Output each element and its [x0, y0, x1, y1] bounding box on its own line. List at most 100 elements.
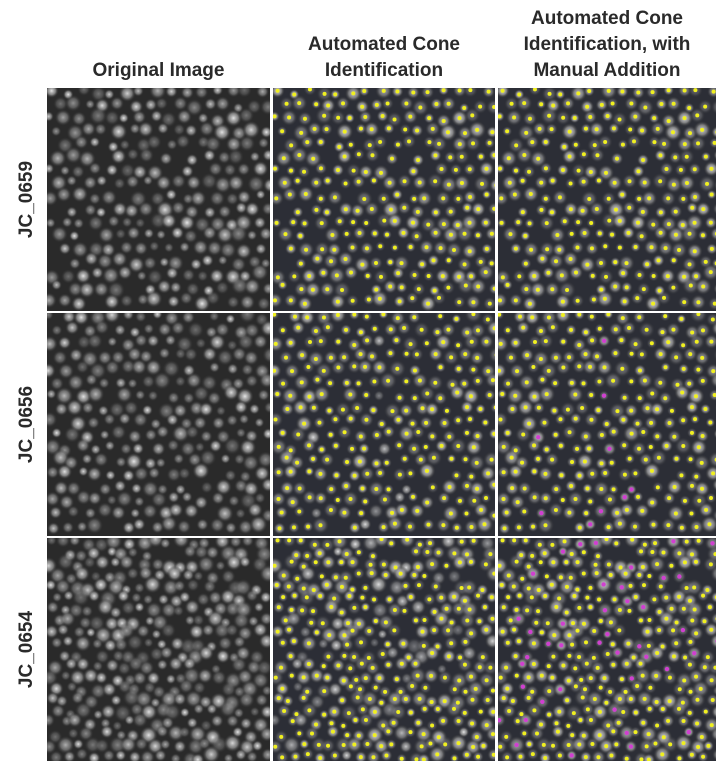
auto-marker — [437, 296, 441, 300]
auto-marker — [619, 338, 623, 342]
auto-marker — [281, 283, 285, 287]
auto-marker — [560, 273, 564, 277]
auto-marker — [415, 352, 419, 356]
auto-marker — [506, 382, 510, 386]
cone — [149, 241, 160, 252]
auto-marker — [516, 500, 520, 504]
cone — [291, 658, 303, 670]
cone — [240, 295, 255, 310]
auto-marker — [559, 444, 563, 448]
auto-marker — [520, 577, 524, 581]
cone — [53, 350, 68, 365]
auto-marker — [545, 574, 549, 578]
auto-marker — [651, 302, 655, 306]
auto-marker — [460, 181, 464, 185]
auto-marker — [513, 192, 517, 196]
auto-marker — [431, 485, 435, 489]
auto-marker — [422, 644, 426, 648]
cone — [173, 123, 185, 135]
auto-marker — [420, 406, 424, 410]
auto-marker — [365, 472, 369, 476]
auto-marker — [540, 378, 544, 382]
auto-marker — [436, 645, 440, 649]
auto-marker — [480, 588, 484, 592]
auto-marker — [485, 193, 489, 197]
auto-marker — [589, 221, 593, 225]
auto-marker — [340, 698, 344, 702]
auto-marker — [688, 131, 692, 135]
auto-marker — [682, 300, 686, 304]
auto-marker — [665, 444, 669, 448]
auto-marker — [307, 274, 311, 278]
auto-marker — [603, 471, 607, 475]
auto-marker — [611, 729, 615, 733]
auto-marker — [557, 597, 561, 601]
auto-marker — [694, 274, 698, 278]
auto-marker — [668, 676, 672, 680]
cone — [145, 429, 158, 442]
auto-marker — [683, 499, 687, 503]
auto-marker — [679, 317, 683, 321]
auto-marker — [613, 597, 617, 601]
auto-marker — [378, 297, 382, 301]
cone — [111, 505, 126, 520]
cone — [77, 521, 88, 532]
auto-marker — [486, 317, 490, 321]
manual-marker — [514, 743, 518, 747]
auto-marker — [468, 167, 472, 171]
auto-marker — [299, 131, 303, 135]
manual-marker — [661, 576, 665, 580]
auto-marker — [562, 145, 566, 149]
cone — [209, 191, 225, 207]
auto-marker — [371, 554, 375, 558]
auto-marker — [471, 141, 475, 145]
auto-marker — [507, 574, 511, 578]
auto-marker — [294, 712, 298, 716]
cone — [386, 646, 399, 659]
auto-marker — [325, 127, 329, 131]
cone — [114, 638, 128, 652]
auto-marker — [551, 560, 555, 564]
auto-marker — [561, 300, 565, 304]
auto-marker — [413, 396, 417, 400]
auto-marker — [557, 710, 561, 714]
cone — [87, 385, 104, 402]
auto-marker — [641, 210, 645, 214]
manual-marker — [602, 339, 606, 343]
cone — [411, 599, 426, 614]
auto-marker — [289, 143, 293, 147]
auto-marker — [336, 168, 340, 172]
cone — [138, 121, 154, 137]
cone — [212, 85, 223, 96]
auto-marker — [365, 315, 369, 319]
auto-marker — [506, 641, 510, 645]
auto-marker — [577, 169, 581, 173]
auto-marker — [654, 674, 658, 678]
cone — [260, 727, 275, 742]
auto-marker — [373, 327, 377, 331]
auto-marker — [697, 539, 701, 543]
auto-marker — [544, 166, 548, 170]
auto-marker — [280, 511, 284, 515]
cone — [87, 333, 103, 349]
auto-marker — [523, 234, 527, 238]
auto-marker — [595, 354, 599, 358]
auto-marker — [481, 744, 485, 748]
auto-marker — [357, 381, 361, 385]
auto-marker — [703, 105, 707, 109]
cone — [115, 228, 126, 239]
auto-marker — [290, 560, 294, 564]
auto-marker — [320, 221, 324, 225]
auto-marker — [600, 461, 604, 465]
manual-marker — [687, 730, 691, 734]
auto-marker — [351, 299, 355, 303]
cone — [135, 218, 146, 229]
auto-marker — [379, 701, 383, 705]
auto-marker — [690, 206, 694, 210]
auto-marker — [319, 166, 323, 170]
auto-marker — [677, 248, 681, 252]
cone — [86, 517, 103, 534]
auto-marker — [296, 210, 300, 214]
auto-marker — [540, 257, 544, 261]
auto-marker — [584, 511, 588, 515]
